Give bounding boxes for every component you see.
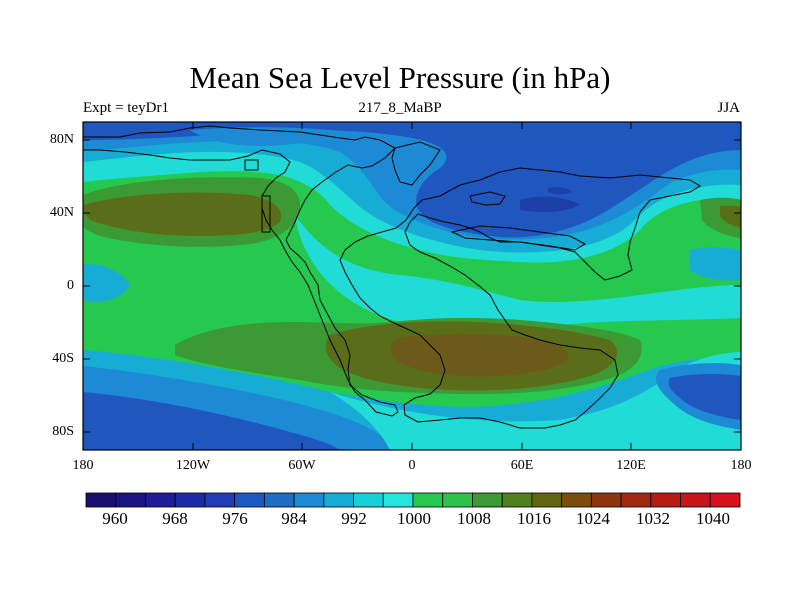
small-island-outline	[261, 195, 271, 233]
eurasia-africa-coastline	[339, 167, 701, 429]
west-cyan-patch	[83, 264, 130, 302]
colorbar-label-1024: 1024	[576, 509, 610, 528]
colorbar-box	[472, 492, 503, 508]
xlabel-180-west: 180	[72, 458, 94, 473]
southern-high-center	[390, 333, 569, 377]
xlabel-120w: 120W	[175, 458, 211, 473]
time-period-label: 217_8_MaBP	[358, 100, 442, 116]
map-frame	[82, 121, 742, 451]
colorbar-box	[531, 492, 563, 508]
colorbar-label-1016: 1016	[517, 509, 551, 528]
page-title: Mean Sea Level Pressure (in hPa)	[189, 60, 611, 95]
colorbar-label-1000: 1000	[397, 509, 431, 528]
xlabel-60e: 60E	[510, 458, 534, 473]
ylabel-0: 0	[67, 278, 74, 293]
colorbar-box	[204, 492, 236, 508]
xlabel-0: 0	[408, 458, 416, 473]
colorbar-box	[234, 492, 265, 508]
east-cyan-patch	[690, 247, 741, 281]
ylabel-80n: 80N	[49, 132, 74, 147]
xlabel-180-east: 180	[730, 458, 752, 473]
colorbar-label-1032: 1032	[636, 509, 670, 528]
colorbar-label-1008: 1008	[457, 509, 491, 528]
north-arc-outline	[244, 159, 259, 171]
colorbar-label-976: 976	[222, 509, 248, 528]
east-asia-dark-blue-spot	[548, 187, 572, 195]
arctic-deep-blue	[83, 122, 741, 238]
xlabel-60w: 60W	[288, 458, 316, 473]
colorbar-box	[680, 492, 711, 508]
pressure-field	[83, 122, 741, 450]
colorbar-label-960: 960	[102, 509, 128, 528]
north-pacific-high-core	[83, 192, 282, 236]
southern-deep-blue-band	[83, 392, 340, 450]
colorbar-box	[590, 492, 622, 508]
north-pacific-mid-blue	[190, 127, 350, 146]
colorbar-label-968: 968	[162, 509, 188, 528]
colorbar-box	[561, 492, 592, 508]
colorbar-box	[353, 492, 384, 508]
colorbar-box	[85, 492, 117, 508]
southeast-deep-blue	[668, 374, 741, 420]
colorbar-box	[174, 492, 206, 508]
colorbar-label-992: 992	[341, 509, 367, 528]
experiment-label: Expt = teyDr1	[83, 100, 169, 116]
greenland-coastline	[391, 141, 441, 186]
season-label: JJA	[717, 100, 740, 116]
colorbar-label-1040: 1040	[696, 509, 730, 528]
arctic-island-outline	[469, 191, 506, 206]
colorbar-box	[709, 492, 741, 508]
axis-ticks	[83, 122, 741, 450]
east-high-core	[720, 205, 741, 228]
equatorial-cyan-band	[295, 215, 741, 330]
colorbar-box	[382, 492, 414, 508]
colorbar-box	[501, 492, 533, 508]
colorbar-box	[263, 492, 295, 508]
ylabel-80s: 80S	[52, 424, 74, 439]
colorbar-box	[620, 492, 652, 508]
colorbar-box	[412, 492, 444, 508]
americas-coastline	[83, 125, 399, 417]
colorbar-box	[145, 492, 176, 508]
colorbar-box	[323, 492, 354, 508]
colorbar-box	[115, 492, 146, 508]
ylabel-40n: 40N	[49, 205, 74, 220]
colorbar-box	[293, 492, 325, 508]
ylabel-40s: 40S	[52, 351, 74, 366]
southern-cyan-band	[330, 352, 741, 450]
colorbar-box	[650, 492, 681, 508]
colorbar	[85, 492, 741, 508]
coastlines	[83, 125, 701, 429]
xlabel-120e: 120E	[616, 458, 646, 473]
colorbar-box	[442, 492, 473, 508]
colorbar-label-984: 984	[281, 509, 307, 528]
asia-dark-blue-spot	[520, 196, 580, 212]
inland-sea-outline	[450, 225, 587, 251]
